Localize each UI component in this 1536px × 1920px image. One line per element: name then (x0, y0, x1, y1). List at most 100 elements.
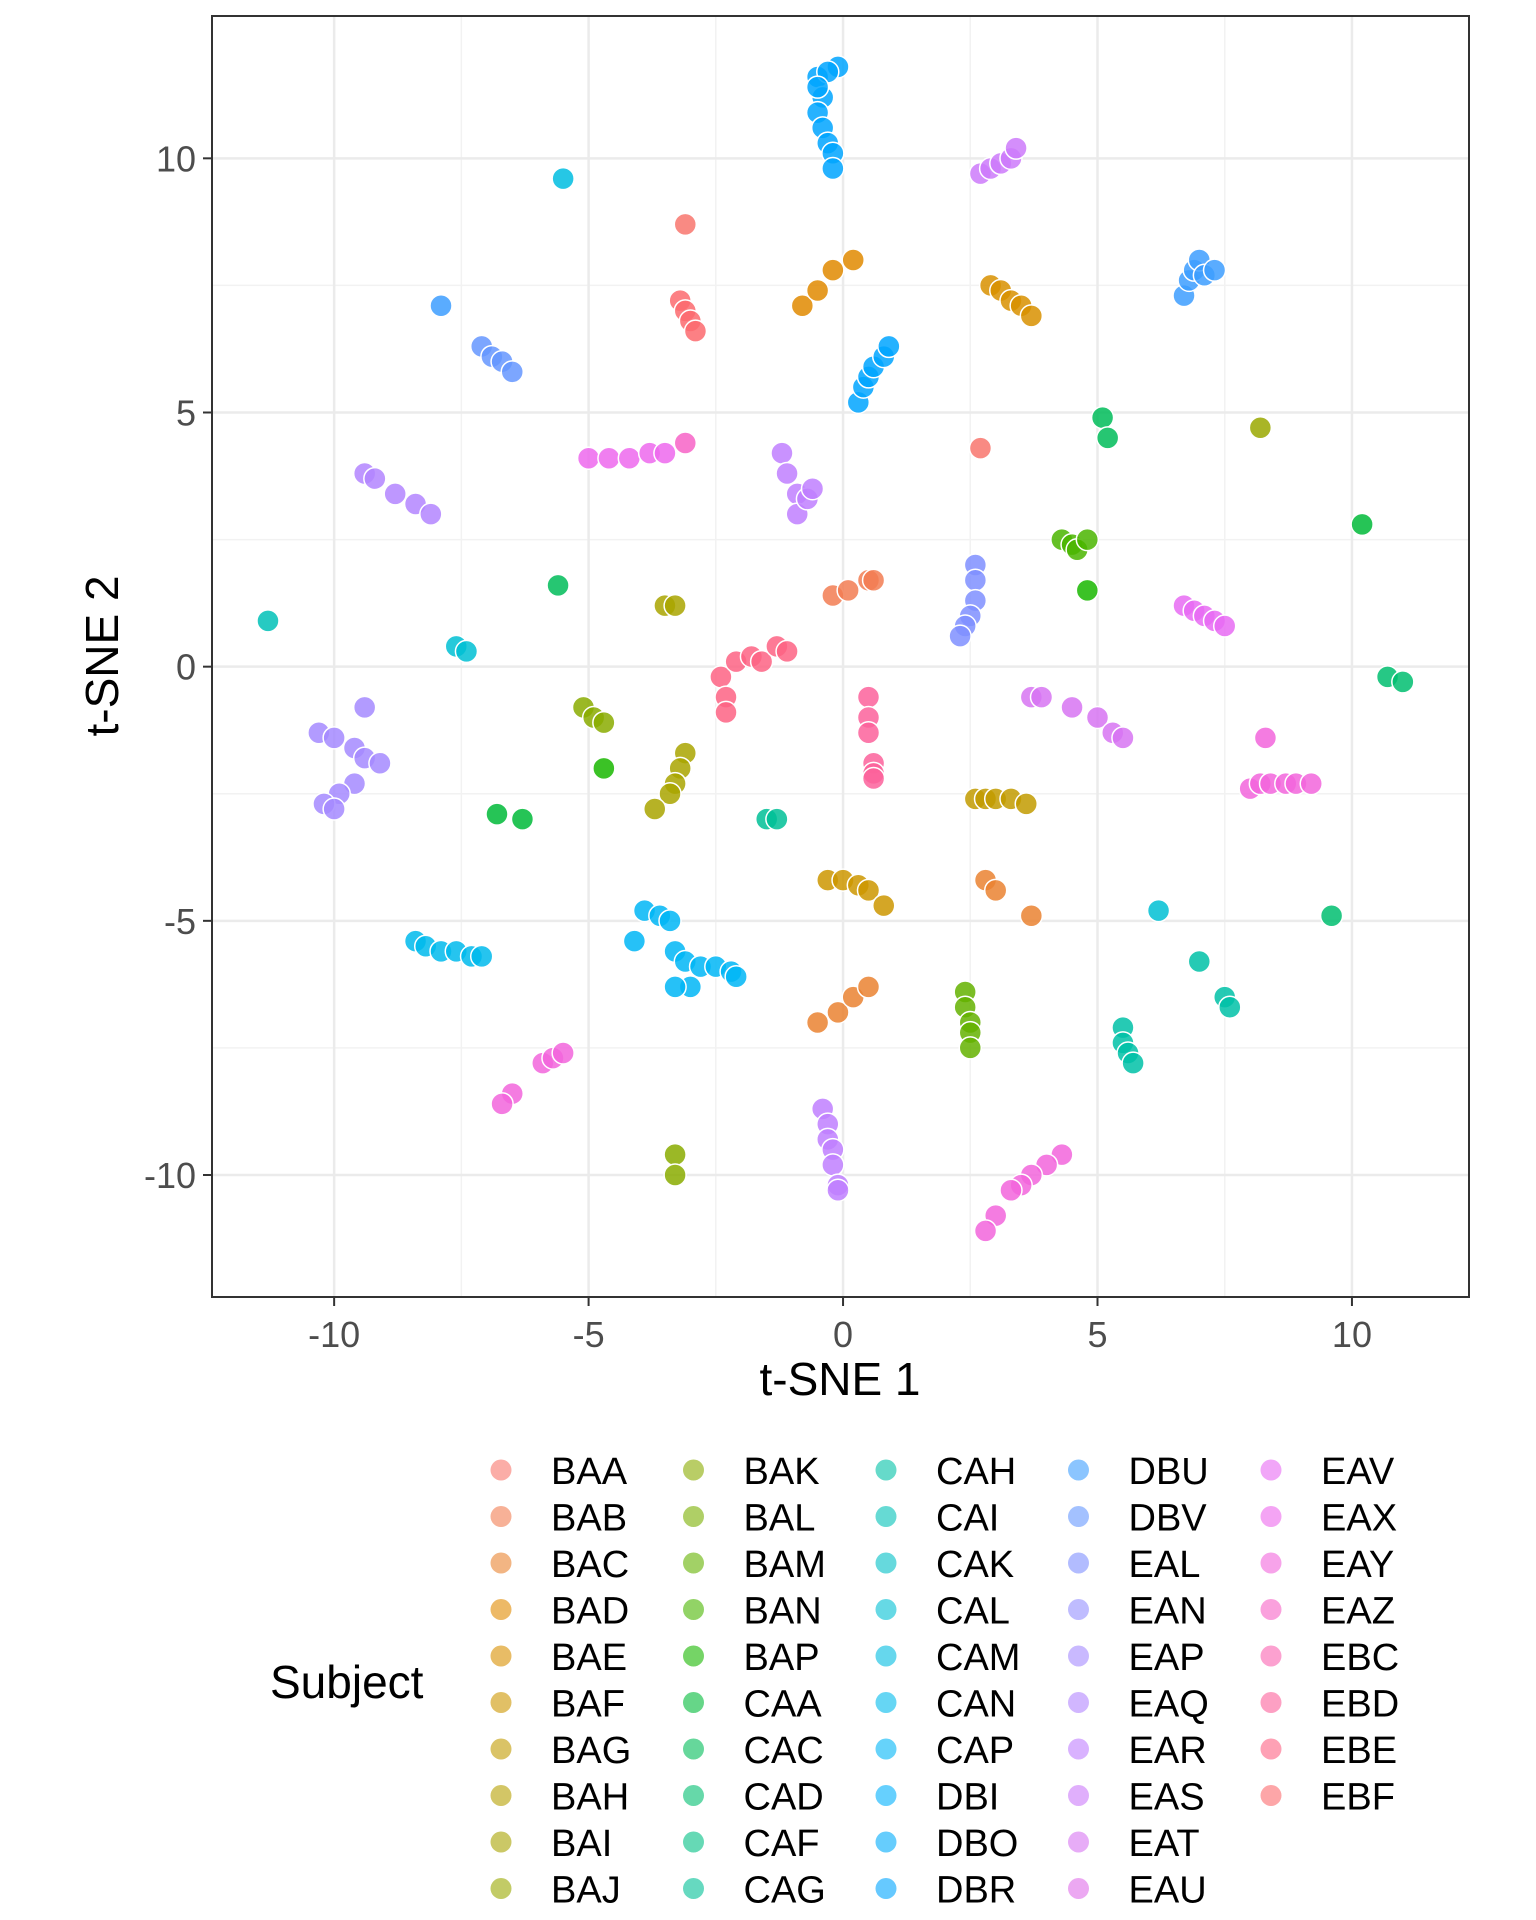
data-point (485, 802, 509, 826)
legend-key (1260, 1738, 1282, 1760)
data-point (658, 909, 682, 933)
legend-label: BAA (551, 1451, 628, 1493)
data-point (663, 975, 687, 999)
legend-key (1068, 1506, 1089, 1527)
legend-key (490, 1459, 512, 1481)
legend-key (683, 1459, 704, 1481)
legend-label: BAF (551, 1684, 625, 1726)
legend-key (1068, 1552, 1089, 1574)
legend-key (875, 1645, 897, 1667)
data-point (322, 726, 346, 750)
data-point (872, 893, 896, 918)
legend-key (490, 1738, 512, 1760)
data-point (724, 965, 748, 989)
legend-key (683, 1738, 704, 1760)
data-point (765, 807, 789, 831)
legend-label: CAA (744, 1684, 823, 1726)
legend-label: BAN (744, 1591, 822, 1633)
data-point (1187, 949, 1212, 974)
y-axis: -10 -5 0 5 10 (144, 138, 212, 1196)
legend-key (683, 1692, 704, 1713)
grid-minor (212, 16, 1469, 1297)
data-point (419, 502, 443, 526)
data-point (775, 461, 799, 486)
y-tick-label: 5 (176, 393, 196, 434)
legend-key (683, 1552, 704, 1574)
legend-label: CAG (744, 1870, 826, 1912)
data-point (617, 446, 642, 470)
data-point (1085, 705, 1110, 730)
y-axis-title: t-SNE 2 (76, 575, 128, 736)
x-tick-label: -5 (573, 1314, 605, 1355)
legend-label: EAR (1129, 1730, 1207, 1772)
legend-key (1260, 1645, 1282, 1667)
legend-key (875, 1552, 897, 1574)
legend-label: EAL (1129, 1544, 1201, 1586)
legend-key (683, 1645, 704, 1667)
data-point (805, 278, 830, 303)
legend-key (1260, 1552, 1282, 1574)
legend-key (1068, 1645, 1089, 1667)
legend-key (490, 1552, 512, 1574)
data-point (999, 1178, 1023, 1202)
data-point (800, 477, 825, 501)
data-point (1121, 1051, 1145, 1075)
data-point (877, 334, 901, 359)
data-point (821, 1153, 845, 1177)
data-point (1253, 726, 1278, 750)
data-point (841, 248, 865, 272)
legend-label: EBD (1321, 1684, 1399, 1726)
data-point (983, 878, 1008, 903)
data-point (551, 1041, 575, 1065)
legend-key (683, 1831, 704, 1853)
legend-label: BAC (551, 1544, 629, 1586)
legend-label: CAK (936, 1544, 1014, 1586)
data-point (826, 1000, 850, 1025)
legend-key (1260, 1506, 1282, 1527)
legend-label: BAH (551, 1777, 629, 1819)
data-point (861, 568, 886, 592)
legend-label: BAG (551, 1730, 631, 1772)
legend-label: EAV (1321, 1451, 1395, 1493)
data-point (1019, 904, 1044, 928)
data-point (856, 878, 881, 903)
data-point (592, 710, 616, 735)
legend-key (1068, 1831, 1089, 1853)
legend-label: EAZ (1321, 1591, 1395, 1633)
data-point (368, 751, 392, 775)
data-point (1319, 904, 1344, 928)
data-point (551, 166, 575, 191)
data-point (1202, 258, 1227, 282)
data-point (836, 578, 860, 603)
legend-key (875, 1738, 897, 1760)
data-point (1029, 685, 1054, 709)
legend-key (490, 1692, 512, 1713)
legend-key (490, 1506, 512, 1527)
legend-label: BAM (744, 1544, 826, 1586)
legend-key (875, 1878, 897, 1899)
legend-label: CAH (936, 1451, 1016, 1493)
legend-label: BAJ (551, 1870, 621, 1912)
data-point (1004, 136, 1028, 160)
data-point (856, 721, 881, 745)
x-tick-label: -10 (308, 1314, 360, 1355)
legend-label: EAU (1129, 1870, 1207, 1912)
data-point (673, 212, 698, 237)
data-point (500, 360, 525, 384)
legend-key (1260, 1599, 1282, 1620)
points-layer (256, 55, 1415, 1243)
y-tick-label: 10 (156, 138, 196, 179)
legend-label: EAN (1129, 1591, 1207, 1633)
data-point (1248, 416, 1273, 440)
y-tick-label: -10 (144, 1155, 196, 1196)
legend-label: CAN (936, 1684, 1016, 1726)
data-point (1019, 304, 1044, 328)
legend-key (683, 1878, 704, 1899)
data-point (856, 685, 881, 709)
legend-label: CAC (744, 1730, 824, 1772)
legend-key (1068, 1459, 1089, 1481)
data-point (856, 975, 881, 999)
data-point (673, 431, 698, 455)
x-axis: -10 -5 0 5 10 (308, 1297, 1372, 1355)
